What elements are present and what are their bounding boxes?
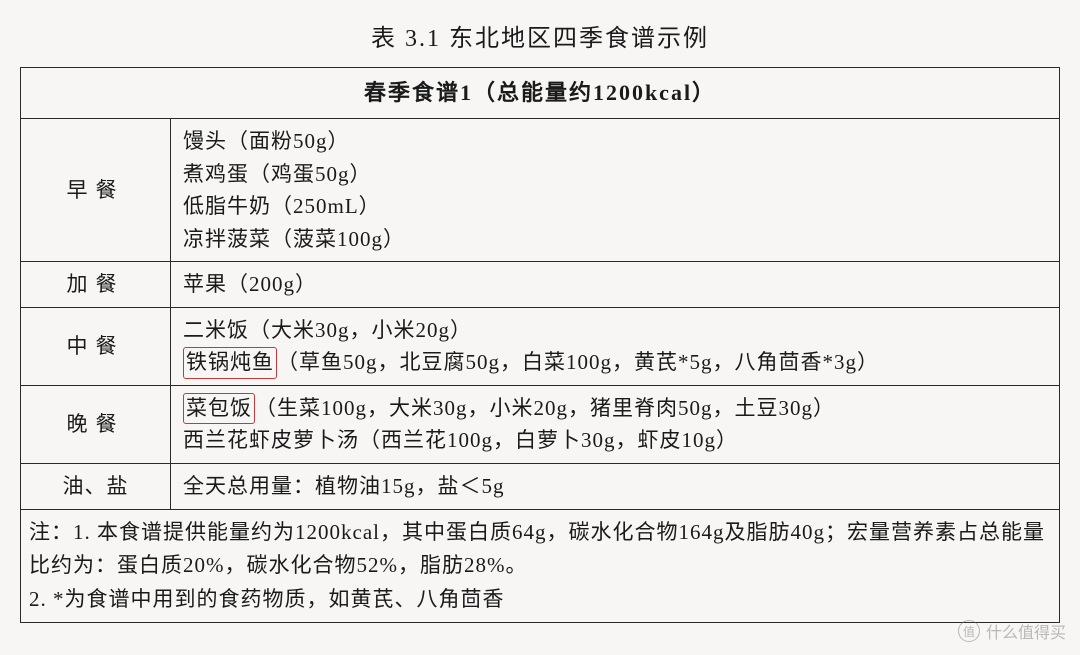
meal-content-snack: 苹果（200g） [171,262,1060,308]
watermark-text: 什么值得买 [986,619,1066,643]
table-note-row: 注：1. 本食谱提供能量约为1200kcal，其中蛋白质64g，碳水化合物164… [21,509,1060,623]
table-row: 晚餐 菜包饭（生菜100g，大米30g，小米20g，猪里脊肉50g，土豆30g）… [21,385,1060,463]
table-row: 加餐 苹果（200g） [21,262,1060,308]
highlight-box: 铁锅炖鱼 [183,347,277,378]
table-row: 中餐 二米饭（大米30g，小米20g） 铁锅炖鱼（草鱼50g，北豆腐50g，白菜… [21,307,1060,385]
content-line: 全天总用量：植物油15g，盐＜5g [183,470,1047,503]
content-text: （生菜100g，大米30g，小米20g，猪里脊肉50g，土豆30g） [255,396,835,420]
table-note: 注：1. 本食谱提供能量约为1200kcal，其中蛋白质64g，碳水化合物164… [21,509,1060,623]
highlight-box: 菜包饭 [183,393,255,424]
meal-label-breakfast: 早餐 [21,119,171,262]
note-line: 2. *为食谱中用到的食药物质，如黄芪、八角茴香 [29,583,1051,617]
content-line: 馒头（面粉50g） [183,125,1047,158]
watermark: 值 什么值得买 [958,619,1066,643]
content-line: 低脂牛奶（250mL） [183,190,1047,223]
meal-label-oil-salt: 油、盐 [21,464,171,510]
meal-plan-table: 春季食谱1（总能量约1200kcal） 早餐 馒头（面粉50g） 煮鸡蛋（鸡蛋5… [20,67,1060,623]
table-row: 早餐 馒头（面粉50g） 煮鸡蛋（鸡蛋50g） 低脂牛奶（250mL） 凉拌菠菜… [21,119,1060,262]
meal-label-lunch: 中餐 [21,307,171,385]
content-text: （草鱼50g，北豆腐50g，白菜100g，黄芪*5g，八角茴香*3g） [277,350,879,374]
content-line: 西兰花虾皮萝卜汤（西兰花100g，白萝卜30g，虾皮10g） [183,424,1047,457]
table-header: 春季食谱1（总能量约1200kcal） [21,68,1060,119]
table-header-row: 春季食谱1（总能量约1200kcal） [21,68,1060,119]
meal-content-breakfast: 馒头（面粉50g） 煮鸡蛋（鸡蛋50g） 低脂牛奶（250mL） 凉拌菠菜（菠菜… [171,119,1060,262]
note-line: 注：1. 本食谱提供能量约为1200kcal，其中蛋白质64g，碳水化合物164… [29,516,1051,583]
content-line: 铁锅炖鱼（草鱼50g，北豆腐50g，白菜100g，黄芪*5g，八角茴香*3g） [183,346,1047,379]
meal-label-dinner: 晚餐 [21,385,171,463]
content-line: 二米饭（大米30g，小米20g） [183,314,1047,347]
meal-label-snack: 加餐 [21,262,171,308]
meal-content-lunch: 二米饭（大米30g，小米20g） 铁锅炖鱼（草鱼50g，北豆腐50g，白菜100… [171,307,1060,385]
content-line: 菜包饭（生菜100g，大米30g，小米20g，猪里脊肉50g，土豆30g） [183,392,1047,425]
content-line: 煮鸡蛋（鸡蛋50g） [183,158,1047,191]
meal-content-oil-salt: 全天总用量：植物油15g，盐＜5g [171,464,1060,510]
content-line: 苹果（200g） [183,268,1047,301]
content-line: 凉拌菠菜（菠菜100g） [183,223,1047,256]
meal-content-dinner: 菜包饭（生菜100g，大米30g，小米20g，猪里脊肉50g，土豆30g） 西兰… [171,385,1060,463]
table-title: 表 3.1 东北地区四季食谱示例 [20,8,1060,67]
table-row: 油、盐 全天总用量：植物油15g，盐＜5g [21,464,1060,510]
watermark-icon: 值 [958,620,980,642]
